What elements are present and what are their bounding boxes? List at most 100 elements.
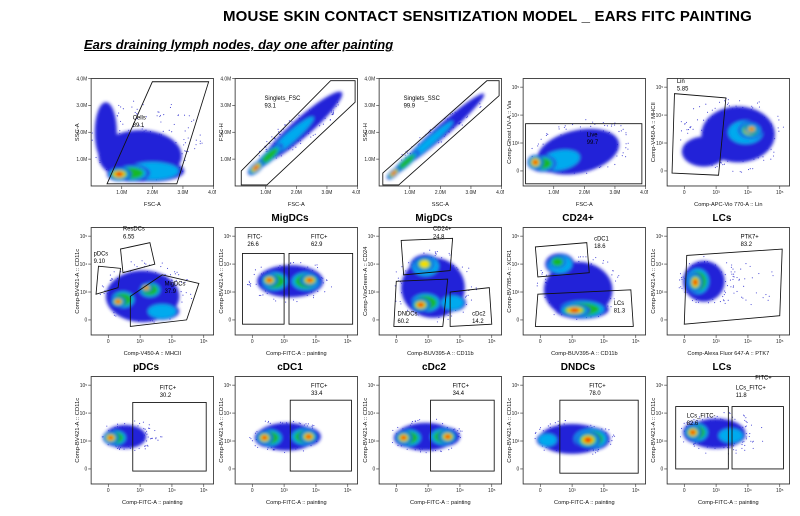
svg-text:0: 0 [251,488,254,494]
svg-text:10⁵: 10⁵ [368,383,375,389]
svg-text:0: 0 [373,318,376,324]
flow-plot: 1.0M2.0M3.0M4.0M010³10⁴10⁵FSC-AComp-Ghos… [506,64,650,213]
svg-text:4.0M: 4.0M [220,76,231,82]
gate-label: FITC- [247,234,262,240]
density-blobs [106,271,179,323]
y-axis-label: SSC-H [363,123,369,141]
y-axis-label: Comp-BV421-A :: CD11c [651,398,657,463]
svg-text:10³: 10³ [281,488,288,494]
svg-text:10⁴: 10⁴ [312,339,320,345]
svg-text:10⁵: 10⁵ [632,488,639,494]
flow-plot-canvas: 0 10³ 10⁴ 10⁵010³10⁴10⁵Comp-FITC-A :: paint… [362,374,504,507]
svg-text:1.0M: 1.0M [76,157,87,163]
gate-percentage: 26.6 [247,242,259,248]
flow-plot: cDC1 0 10³ 10⁴ 10⁵ 0 10³ 10⁴ 10⁵ Comp-FITC-A :: … [218,362,362,511]
svg-text:10³: 10³ [224,439,231,445]
svg-text:3.0M: 3.0M [466,190,477,196]
svg-text:10⁵: 10⁵ [512,383,519,389]
plot-title: CD24+ [506,213,650,225]
svg-text:10⁵: 10⁵ [656,383,663,389]
gate-percentage: 62.9 [311,242,323,248]
svg-text:0: 0 [251,339,254,345]
page-title: MOUSE SKIN CONTACT SENSITIZATION MODEL _… [180,8,795,25]
gate-label: Lin [677,79,685,85]
gate-label: Singlets_SSC [404,96,441,102]
svg-text:10⁴: 10⁴ [168,339,176,345]
svg-text:4.0M: 4.0M [208,190,216,196]
svg-text:10⁵: 10⁵ [512,85,519,91]
flow-plot: CD24+ 0 10³ 10⁴ 10⁵ 0 10³ 10⁴ 10⁵ Comp-BUV395-A … [506,213,650,362]
svg-text:10⁴: 10⁴ [600,488,608,494]
svg-text:3.0M: 3.0M [364,103,375,109]
svg-text:10³: 10³ [281,339,288,345]
flow-plot-canvas: 0 10³ 10⁴ 10⁵010³10⁴10⁵Comp-FITC-A :: paint… [506,374,648,507]
gate-label: FITC+ [589,383,606,389]
svg-text:0: 0 [229,467,232,473]
plot-title: cDC1 [218,362,362,374]
plot-title: LCs [650,213,794,225]
svg-text:10⁵: 10⁵ [776,190,783,196]
flow-plot-canvas: 0 10³ 10⁴ 10⁵010³10⁴10⁵Comp-BUV395-A :: CD1… [506,225,648,358]
svg-text:0: 0 [107,339,110,345]
flow-plot: MigDCs 0 10³ 10⁴ 10⁵ 0 10³ 10⁴ 10⁵ Comp-BUV395-A… [362,213,506,362]
svg-text:1.0M: 1.0M [116,190,127,196]
svg-text:0: 0 [683,339,686,345]
gate-label: Singlets_FSC [265,96,302,102]
gate-label: LCs_FITC- [687,413,716,419]
gate-percentage: 24.8 [433,234,445,240]
x-axis-label: FSC-A [576,202,593,208]
x-axis-label: Comp-FITC-A :: painting [122,500,183,506]
flow-plot: cDc2 0 10³ 10⁴ 10⁵ 0 10³ 10⁴ 10⁵ Comp-FITC-A :: … [362,362,506,511]
flow-plot-canvas: 1.0M 2.0M 3.0M 4.0M 0 10³ 10⁴ 10⁵ FSC-A Comp-Ghos… [506,76,648,209]
x-axis-label: Comp-FITC-A :: painting [698,500,759,506]
svg-text:10³: 10³ [512,141,519,147]
svg-text:10⁵: 10⁵ [224,383,231,389]
flow-plot: 0 10³ 10⁴ 10⁵ 0 10³ 10⁴ 10⁵ Comp-V450-A :: MHCII… [74,213,218,362]
gate-percentage: 93.1 [265,104,277,110]
gate-percentage: 82.6 [687,421,699,427]
x-axis-label: Comp-FITC-A :: painting [266,351,327,357]
x-axis-label: Comp-FITC-A :: painting [554,500,615,506]
x-axis-label: Comp-FITC-A :: painting [410,500,471,506]
flow-plot: pDCs 0 10³ 10⁴ 10⁵ 0 10³ 10⁴ 10⁵ Comp-FITC-A :: … [74,362,218,511]
svg-text:10⁵: 10⁵ [80,234,87,240]
svg-text:0: 0 [517,467,520,473]
svg-text:10³: 10³ [713,488,720,494]
svg-text:10⁵: 10⁵ [488,488,495,494]
flow-plot-canvas: 1.0M2.0M3.0M4.0M1.0M2.0M3.0M4.0MSSC-ASSC… [362,76,504,209]
svg-text:0: 0 [517,169,520,175]
svg-text:10³: 10³ [224,290,231,296]
svg-text:2.0M: 2.0M [147,190,158,196]
y-axis-label: Comp-V450-A :: MHCII [651,102,657,162]
flow-plot-canvas: 0 10³ 10⁴ 10⁵010³10⁴10⁵Comp-FITC-A :: paint… [74,374,216,507]
svg-text:10⁴: 10⁴ [456,488,464,494]
svg-text:4.0M: 4.0M [640,190,648,196]
gate-percentage: 5.85 [677,86,689,92]
svg-text:2.0M: 2.0M [291,190,302,196]
svg-text:1.0M: 1.0M [548,190,559,196]
svg-text:10³: 10³ [137,488,144,494]
svg-text:0: 0 [229,318,232,324]
svg-text:10⁵: 10⁵ [344,339,351,345]
svg-text:10³: 10³ [80,290,87,296]
svg-text:10³: 10³ [137,339,144,345]
density-blobs [683,261,725,302]
gate-label: cDc2 [472,312,486,318]
flow-plot: LCs 0 10³ 10⁴ 10⁵ 0 10³ 10⁴ 10⁵ Comp-FITC-A :: p… [650,362,794,511]
plot-title [506,64,650,76]
plot-title [74,64,218,76]
svg-text:10³: 10³ [512,439,519,445]
svg-text:10⁵: 10⁵ [200,339,207,345]
gate-percentage: 83.2 [741,242,753,248]
x-axis-label: Comp-BUV395-A :: CD11b [551,351,617,357]
plot-title: pDCs [74,362,218,374]
gate-percentage: 33.4 [311,391,323,397]
plot-title: cDc2 [362,362,506,374]
svg-text:10⁴: 10⁴ [744,339,752,345]
gate-label: FITC+ [160,385,177,391]
density-blobs [257,265,323,297]
svg-text:10⁵: 10⁵ [80,383,87,389]
flow-plot-canvas: 0 10³ 10⁴ 10⁵010³10⁴10⁵Comp-FITC-A :: paint… [218,225,360,358]
gate-label: FITC+ [311,234,328,240]
plot-title: MigDCs [362,213,506,225]
